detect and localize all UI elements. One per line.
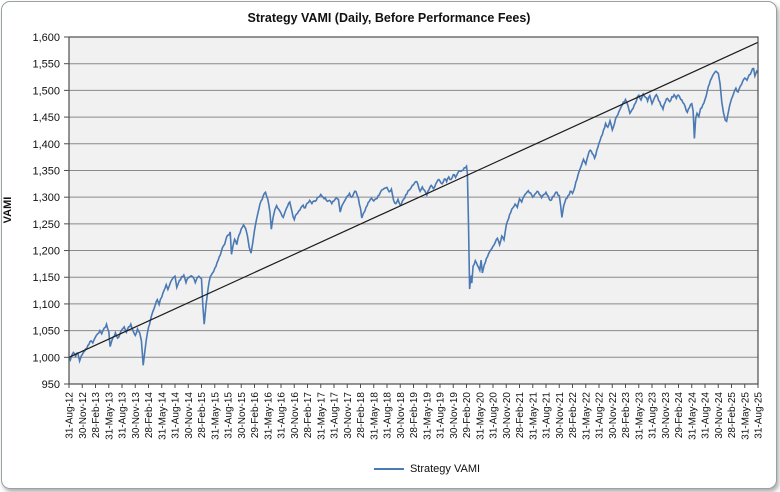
x-tick-label: 30-Nov-12: [78, 392, 89, 439]
x-tick-label: 30-Nov-20: [502, 392, 513, 439]
x-tick-label: 31-May-16: [263, 392, 274, 440]
plot-border: [68, 36, 759, 385]
x-tick-label: 30-Nov-23: [661, 392, 672, 439]
x-tick-label: 28-Feb-14: [144, 392, 155, 439]
x-tick-label: 31-May-22: [581, 392, 592, 440]
chart-title: Strategy VAMI (Daily, Before Performance…: [247, 11, 531, 25]
x-tick-label: 31-May-19: [422, 392, 433, 440]
legend: Strategy VAMI: [373, 463, 481, 475]
x-tick-label: 28-Feb-25: [727, 392, 738, 439]
legend-label: Strategy VAMI: [409, 463, 481, 475]
x-tick-label: 31-May-25: [740, 392, 751, 440]
y-tick-label: 1,350: [32, 165, 60, 177]
y-tick-label: 1,400: [32, 139, 60, 151]
x-tick-label: 29-Feb-20: [462, 392, 473, 439]
x-tick-label: 31-Aug-18: [383, 392, 394, 439]
x-tick-label: 30-Nov-22: [608, 392, 619, 439]
x-tick-label: 31-May-20: [475, 392, 486, 440]
x-tick-label: 28-Feb-22: [568, 392, 579, 439]
x-tick-label: 31-Aug-14: [171, 392, 182, 439]
x-tick-label: 30-Nov-16: [290, 392, 301, 439]
x-tick-label: 30-Nov-21: [555, 392, 566, 439]
x-tick-label: 31-Aug-20: [489, 392, 500, 439]
x-tick-label: 30-Nov-17: [343, 392, 354, 439]
y-tick-label: 1,200: [32, 246, 60, 258]
y-tick-label: 1,500: [32, 85, 60, 97]
x-tick-label: 28-Feb-13: [91, 392, 102, 439]
y-tick-label: 1,550: [32, 59, 60, 71]
x-tick-label: 29-Feb-16: [250, 392, 261, 439]
x-tick-label: 31-Aug-24: [701, 392, 712, 439]
reference-line: [68, 41, 759, 358]
x-tick-label: 31-May-14: [157, 392, 168, 440]
x-tick-label: 31-Aug-23: [648, 392, 659, 439]
x-tick-label: 28-Feb-18: [356, 392, 367, 439]
x-tick-label: 30-Nov-24: [714, 392, 725, 439]
x-tick-label: 30-Nov-15: [237, 392, 248, 439]
x-axis: 31-Aug-12 30-Nov-12 28-Feb-13 31-May-13 31-A…: [65, 384, 765, 440]
x-tick-label: 31-Aug-21: [542, 392, 553, 439]
x-tick-label: 31-Aug-15: [224, 392, 235, 439]
y-tick-label: 1,050: [32, 326, 60, 338]
x-tick-label: 31-May-15: [210, 392, 221, 440]
x-tick-label: 31-May-17: [316, 392, 327, 440]
x-tick-label: 31-May-24: [687, 392, 698, 440]
x-tick-label: 28-Feb-19: [409, 392, 420, 439]
y-tick-label: 1,150: [32, 272, 60, 284]
y-tick-label: 1,000: [32, 352, 60, 364]
x-tick-label: 31-May-18: [369, 392, 380, 440]
y-axis: 950 1,000 1,050 1,100 1,150 1,200 1,250 1,300 1,…: [32, 32, 69, 391]
x-tick-label: 31-May-13: [104, 392, 115, 440]
x-tick-label: 31-Aug-19: [436, 392, 447, 439]
x-tick-label: 30-Nov-18: [396, 392, 407, 439]
x-tick-label: 31-May-23: [634, 392, 645, 440]
x-tick-label: 31-May-21: [528, 392, 539, 440]
x-tick-label: 30-Nov-14: [184, 392, 195, 439]
vami-series-line: [68, 67, 759, 366]
x-tick-label: 31-Aug-16: [277, 392, 288, 439]
x-tick-label: 28-Feb-15: [197, 392, 208, 439]
y-tick-label: 950: [42, 379, 60, 391]
y-tick-label: 1,300: [32, 192, 60, 204]
gridlines: [69, 63, 758, 358]
x-tick-label: 30-Nov-19: [449, 392, 460, 439]
y-tick-label: 1,250: [32, 219, 60, 231]
x-tick-label: 31-Aug-17: [330, 392, 341, 439]
y-tick-label: 1,450: [32, 112, 60, 124]
x-tick-label: 28-Feb-21: [515, 392, 526, 439]
x-tick-label: 30-Nov-13: [131, 392, 142, 439]
x-tick-label: 29-Feb-24: [674, 392, 685, 439]
x-tick-label: 31-Aug-22: [595, 392, 606, 439]
x-tick-label: 28-Feb-23: [621, 392, 632, 439]
y-tick-label: 1,600: [32, 32, 60, 44]
legend-line-swatch: [373, 468, 404, 470]
x-tick-label: 31-Aug-13: [118, 392, 129, 439]
x-tick-label: 31-Aug-12: [65, 392, 76, 439]
x-tick-label: 31-Aug-25: [754, 392, 765, 439]
x-tick-label: 28-Feb-17: [303, 392, 314, 439]
y-tick-label: 1,100: [32, 299, 60, 311]
